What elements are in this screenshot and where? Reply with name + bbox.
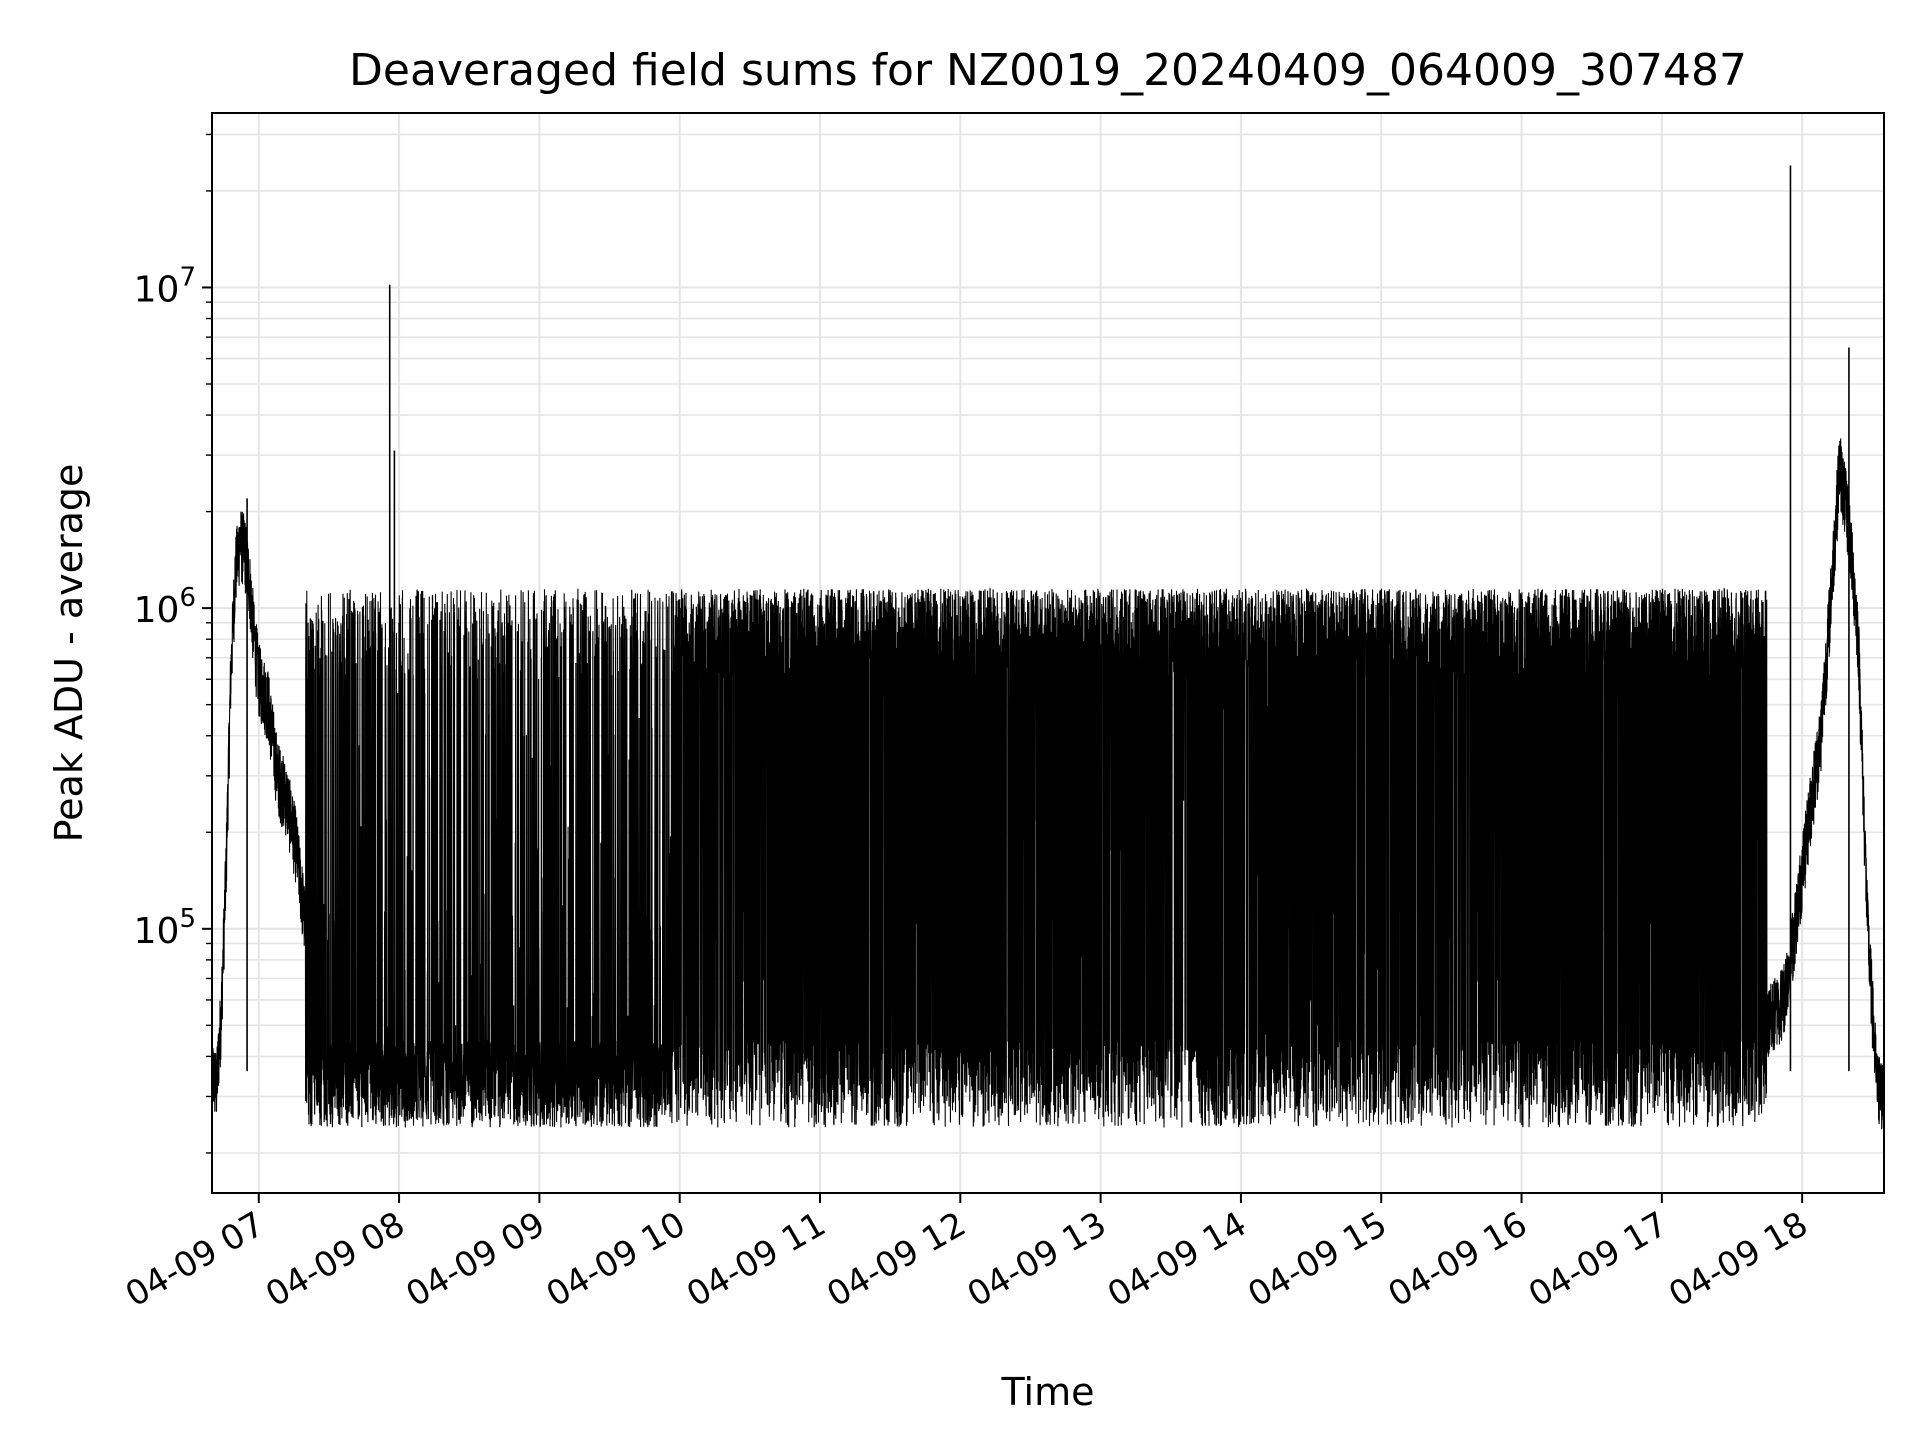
series-line (212, 438, 1884, 1130)
y-axis-label: Peak ADU - average (47, 464, 91, 843)
y-tick-label: 105 (134, 904, 196, 952)
x-axis-label: Time (1001, 1370, 1095, 1414)
chart-title: Deaveraged field sums for NZ0019_2024040… (349, 45, 1747, 96)
data-layer (212, 165, 1884, 1130)
plot-frame (211, 112, 1885, 1194)
y-tick-label: 106 (134, 583, 196, 631)
y-tick-label: 107 (134, 262, 196, 310)
